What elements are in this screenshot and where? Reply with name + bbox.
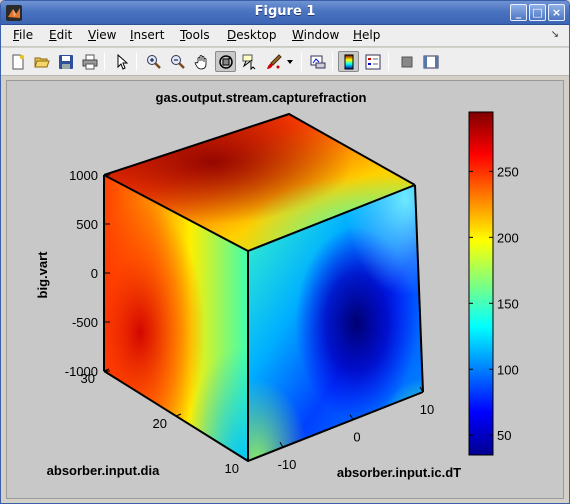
- figure-canvas[interactable]: gas.output.stream.capturefraction: [6, 80, 564, 499]
- dock-arrow-icon[interactable]: ↘: [550, 29, 559, 40]
- toolbar-separator: [301, 53, 302, 71]
- data-cursor-icon: [242, 54, 255, 70]
- title-bar[interactable]: Figure 1 _ □ ×: [1, 1, 569, 25]
- x-tick-label: 10: [420, 402, 434, 417]
- z-tick-label: -500: [72, 315, 98, 330]
- toolbar-separator: [332, 53, 333, 71]
- colorbar-icon: [344, 54, 353, 69]
- matlab-logo-icon: [6, 5, 22, 21]
- x-axis-label: absorber.input.ic.dT: [337, 465, 461, 480]
- chart-title: gas.output.stream.capturefraction: [156, 90, 367, 105]
- minimize-icon: _: [515, 6, 522, 19]
- menu-view[interactable]: View: [88, 28, 117, 42]
- print-button[interactable]: [79, 51, 100, 72]
- open-file-button[interactable]: [31, 51, 52, 72]
- insert-legend-button[interactable]: [362, 51, 383, 72]
- colorbar-tick-label: 250: [497, 164, 519, 179]
- print-icon: [82, 54, 97, 69]
- x-tick-label: -10: [278, 457, 297, 472]
- z-tick-label: -1000: [65, 364, 98, 379]
- colorbar-tick-label: 50: [497, 428, 511, 443]
- y-axis-label: absorber.input.dia: [47, 463, 160, 478]
- legend-icon: [365, 54, 380, 69]
- menu-insert[interactable]: Insert: [130, 28, 165, 42]
- z-tick-label: 500: [76, 217, 98, 232]
- maximize-icon: □: [532, 6, 543, 19]
- cube-left-face: [104, 175, 248, 461]
- zoom-out-icon: [170, 54, 185, 69]
- zoom-in-icon: [146, 54, 161, 69]
- menu-desktop[interactable]: Desktop: [227, 28, 277, 42]
- figure-toolbar: [1, 48, 569, 76]
- y-tick-label: 10: [225, 461, 239, 476]
- cube-top-face: [104, 114, 415, 251]
- maximize-button[interactable]: □: [529, 4, 546, 21]
- hide-plot-tools-icon: [401, 56, 412, 67]
- hide-plot-tools-button[interactable]: [396, 51, 417, 72]
- pan-button[interactable]: [191, 51, 212, 72]
- menu-window[interactable]: Window: [292, 28, 340, 42]
- z-axis-label: big.vart: [35, 251, 50, 299]
- menu-help[interactable]: Help: [353, 28, 381, 42]
- chevron-down-icon: [287, 59, 293, 64]
- z-tick-label: 0: [91, 266, 98, 281]
- window-title: Figure 1: [254, 4, 316, 19]
- plot-svg[interactable]: gas.output.stream.capturefraction: [7, 81, 565, 500]
- show-plot-tools-icon: [423, 55, 438, 68]
- show-plot-tools-button[interactable]: [420, 51, 441, 72]
- y-axis-ticks: 10 20 30: [81, 368, 254, 476]
- save-button[interactable]: [55, 51, 76, 72]
- menu-bar: File Edit View Insert Tools Desktop Wind…: [1, 25, 569, 47]
- link-plot-icon: [310, 55, 325, 68]
- colorbar-ticks: 50 100 150 200 250: [469, 164, 519, 443]
- colorbar[interactable]: 50 100 150 200 250: [468, 111, 519, 456]
- colorbar-tick-label: 100: [497, 362, 519, 377]
- colorbar-gradient: [468, 111, 494, 456]
- toolbar-separator: [388, 53, 389, 71]
- brush-dropdown-button[interactable]: [284, 51, 296, 72]
- menu-tools[interactable]: Tools: [180, 28, 210, 42]
- rotate-3d-icon: [218, 54, 233, 69]
- x-tick-mark: [279, 441, 284, 448]
- pan-hand-icon: [194, 54, 206, 69]
- toolbar-separator: [136, 53, 137, 71]
- open-file-icon: [33, 57, 50, 67]
- close-button[interactable]: ×: [548, 4, 565, 21]
- edit-plot-button[interactable]: [111, 51, 132, 72]
- x-tick-mark: [419, 386, 424, 393]
- zoom-in-button[interactable]: [143, 51, 164, 72]
- brush-button[interactable]: [263, 51, 284, 72]
- new-figure-icon: [12, 54, 24, 69]
- y-tick-mark: [103, 368, 110, 372]
- x-tick-mark: [349, 414, 354, 420]
- zoom-out-button[interactable]: [167, 51, 188, 72]
- cube-surface[interactable]: [103, 112, 424, 463]
- y-tick-mark: [247, 458, 254, 462]
- z-tick-label: 1000: [69, 168, 98, 183]
- y-tick-label: 20: [153, 416, 167, 431]
- toolbar-separator: [104, 53, 105, 71]
- new-figure-button[interactable]: [7, 51, 28, 72]
- cube-front-face: [248, 185, 423, 461]
- y-tick-mark: [175, 413, 182, 417]
- colorbar-tick-label: 150: [497, 296, 519, 311]
- x-tick-label: 0: [353, 430, 360, 445]
- close-icon: ×: [551, 6, 562, 19]
- insert-colorbar-button[interactable]: [338, 51, 359, 72]
- x-axis-ticks: -10 0 10: [278, 386, 434, 472]
- save-icon: [58, 54, 73, 69]
- z-axis-ticks: -1000 -500 0 500 1000: [65, 168, 110, 379]
- brush-icon: [266, 53, 282, 69]
- colorbar-tick-label: 200: [497, 230, 519, 245]
- y-tick-label: 30: [81, 371, 95, 386]
- menu-file[interactable]: File: [13, 28, 34, 42]
- link-plot-button[interactable]: [307, 51, 328, 72]
- menu-edit[interactable]: Edit: [49, 28, 73, 42]
- rotate-3d-button[interactable]: [215, 51, 236, 72]
- pointer-icon: [117, 53, 128, 70]
- data-cursor-button[interactable]: [239, 51, 260, 72]
- minimize-button[interactable]: _: [510, 4, 527, 21]
